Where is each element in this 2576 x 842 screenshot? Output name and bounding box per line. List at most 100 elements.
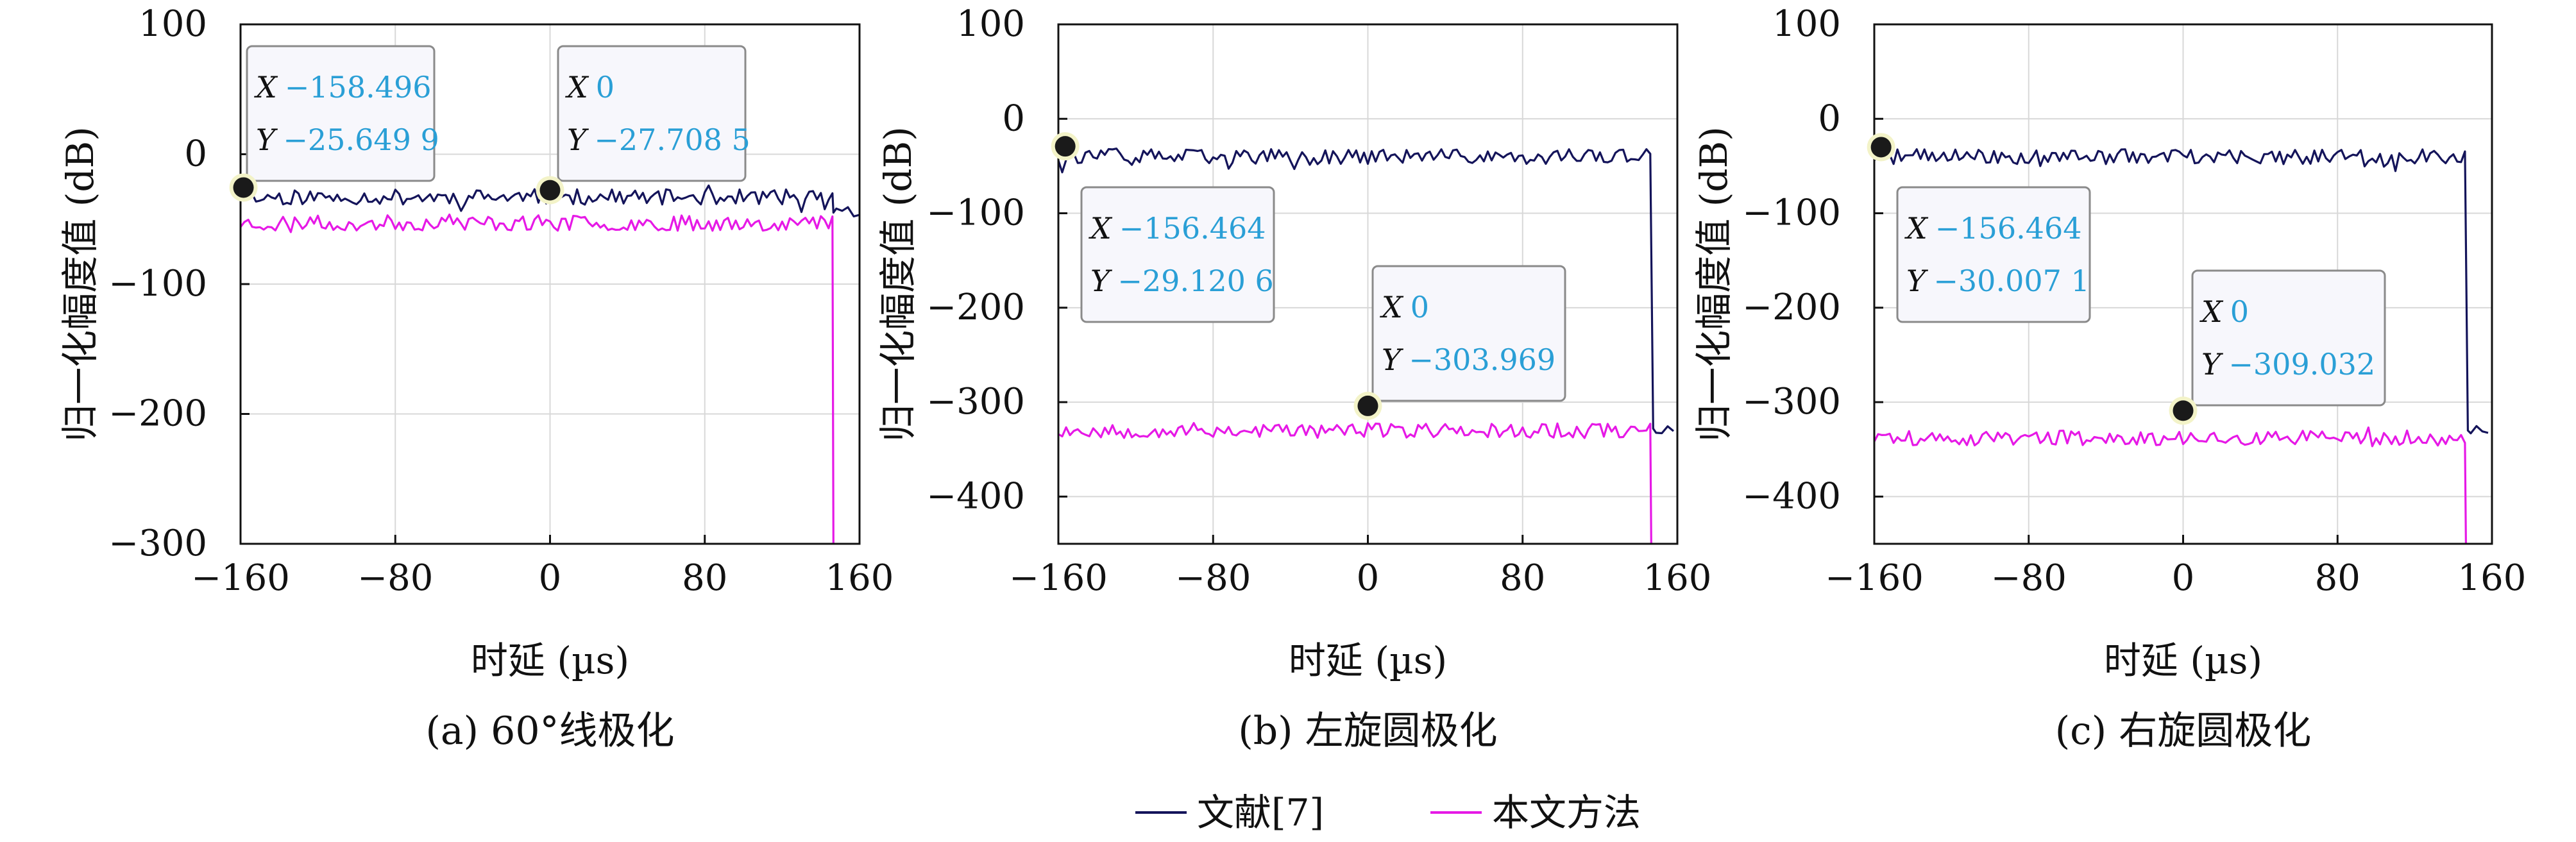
datatip-y-row: Y −30.007 1	[1906, 264, 2090, 298]
datatip-box	[1896, 186, 2091, 323]
datatip-y-value: −30.007 1	[1933, 264, 2089, 298]
x-tick-label: −80	[1991, 557, 2067, 599]
x-tick-label: 160	[826, 557, 894, 599]
datatip: X 0Y −27.708 5	[536, 45, 750, 205]
datatip-box	[1371, 265, 1566, 402]
y-tick-label: −400	[1742, 475, 1841, 517]
y-tick-label: −200	[108, 393, 207, 435]
x-tick-label: 160	[2458, 557, 2527, 599]
y-tick-label: −300	[926, 381, 1025, 423]
datatip-x-label: X	[2199, 294, 2224, 329]
x-tick-label: 0	[539, 557, 562, 599]
panel-caption: (b) 左旋圆极化	[1238, 709, 1497, 754]
y-tick-label: 100	[956, 3, 1025, 45]
y-tick-label: −100	[108, 263, 207, 305]
y-tick-label: −200	[926, 287, 1025, 328]
x-axis-title: 时延 (µs)	[1289, 639, 1447, 682]
legend-label: 本文方法	[1492, 791, 1641, 834]
datatip-x-label: X	[254, 70, 278, 105]
legend: 文献[7] 本文方法	[1135, 791, 1641, 834]
datatip: X 0Y −303.969	[1353, 265, 1566, 420]
datatip-y-label: Y	[1382, 342, 1404, 377]
datatip-box	[246, 45, 436, 182]
series-line-proposed	[1058, 422, 1652, 544]
datatip-box	[557, 45, 747, 182]
x-tick-label: −160	[1825, 557, 1924, 599]
y-tick-label: 0	[1002, 97, 1025, 139]
datatip-x-value: −158.496	[285, 70, 432, 105]
series-line-proposed	[1873, 426, 2467, 544]
datatip-y-value: −27.708 5	[594, 122, 750, 157]
datatip-y-value: −25.649 9	[283, 122, 439, 157]
datatip-y-row: Y −27.708 5	[567, 122, 750, 157]
series-line-proposed	[239, 214, 835, 544]
x-axis-title: 时延 (µs)	[471, 639, 629, 682]
y-tick-label: −100	[1742, 192, 1841, 234]
datatip-x-label: X	[1904, 211, 1929, 246]
x-tick-label: 80	[682, 557, 727, 599]
x-tick-label: −160	[1009, 557, 1108, 599]
x-tick-label: −80	[357, 557, 433, 599]
y-tick-label: −400	[926, 475, 1025, 517]
y-axis-title: 归一化幅度值 (dB)	[876, 126, 920, 441]
y-axis-title: 归一化幅度值 (dB)	[58, 126, 102, 441]
datatip-y-label: Y	[567, 122, 589, 157]
datatip-marker	[1357, 395, 1378, 416]
datatip-y-label: Y	[256, 122, 278, 157]
y-tick-label: 100	[1772, 3, 1841, 45]
datatip-x-label: X	[1380, 290, 1404, 324]
chart-panel-a: −160 −80 0 80 160 100 0 −100 −200 −300 时延 (µs) 归一化幅…	[58, 3, 894, 754]
datatip-x-value: 0	[596, 70, 614, 105]
y-tick-label: 0	[1818, 97, 1841, 139]
series-line-ref7	[1874, 148, 2489, 435]
datatip-x-value: −156.464	[1935, 211, 2082, 246]
datatip-x-row: X −156.464	[1904, 211, 2082, 246]
y-tick-label: −300	[1742, 381, 1841, 423]
x-tick-label: 0	[1357, 557, 1380, 599]
legend-label: 文献[7]	[1197, 791, 1324, 834]
panel-caption: (a) 60°线极化	[425, 709, 674, 754]
y-tick-label: −100	[926, 192, 1025, 234]
x-tick-label: −80	[1175, 557, 1251, 599]
panel-caption: (c) 右旋圆极化	[2055, 709, 2312, 754]
x-tick-label: 80	[1500, 557, 1545, 599]
series-line-ref7	[1057, 147, 1675, 435]
datatip-y-label: Y	[1090, 264, 1113, 298]
y-tick-label: 100	[139, 3, 207, 45]
datatip-y-row: Y −29.120 6	[1090, 264, 1274, 298]
x-tick-label: 0	[2172, 557, 2195, 599]
datatip-x-value: −156.464	[1119, 211, 1266, 246]
datatip-marker	[2173, 400, 2194, 421]
y-tick-label: −300	[108, 523, 207, 564]
datatip-marker	[539, 180, 561, 201]
x-tick-label: −160	[191, 557, 290, 599]
datatip-x-label: X	[1089, 211, 1113, 246]
y-tick-label: 0	[184, 133, 207, 175]
datatip-y-row: Y −303.969	[1382, 342, 1555, 377]
chart-panel-b: −160 −80 0 80 160 100 0 −100 −200 −300 −400 时延 (µs)…	[876, 3, 1711, 754]
datatip-box	[1080, 186, 1275, 323]
datatip-y-row: Y −25.649 9	[256, 122, 439, 157]
datatip-y-label: Y	[1906, 264, 1929, 298]
datatip-marker	[233, 177, 254, 198]
datatip-marker	[1870, 137, 1892, 158]
datatip-x-value: 0	[2230, 294, 2249, 329]
datatip-x-row: X −156.464	[1089, 211, 1266, 246]
y-tick-label: −200	[1742, 287, 1841, 328]
datatip-y-value: −29.120 6	[1117, 264, 1273, 298]
x-axis-title: 时延 (µs)	[2104, 639, 2262, 682]
datatip-y-row: Y −309.032	[2201, 347, 2375, 382]
datatip-y-value: −303.969	[1409, 342, 1555, 377]
datatip: X 0 Y −309.032	[2169, 269, 2386, 425]
datatip-y-label: Y	[2201, 347, 2224, 382]
chart-panel-c: −160 −80 0 80 160 100 0 −100 −200 −300 −400 时延 (µs)…	[1692, 3, 2526, 754]
datatip-x-value: 0	[1411, 290, 1429, 324]
datatip-x-label: X	[565, 70, 589, 105]
datatip-x-row: X −158.496	[254, 70, 432, 105]
